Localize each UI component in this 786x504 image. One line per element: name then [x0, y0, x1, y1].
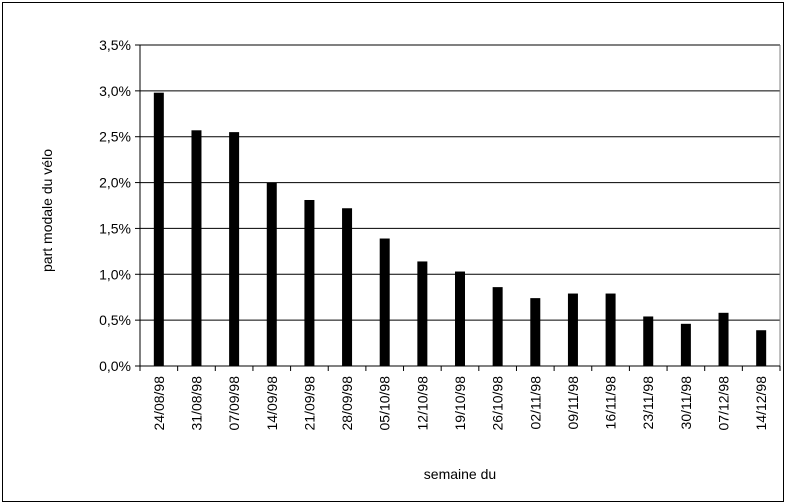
- bar-16/11/98: [605, 293, 616, 366]
- bar-14/09/98: [266, 182, 277, 366]
- y-tick-label: 2,5%: [99, 129, 131, 145]
- bar-14/12/98: [756, 330, 767, 366]
- y-tick-label: 0,0%: [99, 358, 131, 374]
- x-tick-label: 24/08/98: [151, 376, 167, 431]
- x-tick-label: 26/10/98: [490, 376, 506, 431]
- y-tick-label: 2,0%: [99, 175, 131, 191]
- x-axis-ticks: 24/08/98 31/08/98 07/09/98 14/09/98 21/09/98…: [139, 366, 781, 431]
- bar-05/10/98: [379, 238, 390, 366]
- bar-23/11/98: [643, 316, 654, 366]
- bar-12/10/98: [417, 261, 428, 366]
- x-tick-label: 05/10/98: [377, 376, 393, 431]
- bar-19/10/98: [455, 271, 465, 366]
- x-tick-label: 14/12/98: [753, 376, 769, 431]
- y-tick-label: 0,5%: [99, 312, 131, 328]
- y-tick-label: 1,0%: [99, 266, 131, 282]
- x-tick-label: 16/11/98: [603, 376, 619, 430]
- y-tick-label: 3,5%: [99, 37, 131, 53]
- y-tick-label: 3,0%: [99, 83, 131, 99]
- bar-28/09/98: [342, 208, 353, 366]
- x-tick-label: 31/08/98: [188, 376, 204, 431]
- y-tick-label: 1,5%: [99, 220, 131, 236]
- bars: [153, 92, 767, 366]
- bar-02/11/98: [530, 298, 541, 366]
- y-axis-label: part modale du vélo: [39, 149, 55, 272]
- x-tick-label: 14/09/98: [264, 376, 280, 431]
- bar-24/08/98: [153, 92, 164, 366]
- x-tick-label: 12/10/98: [414, 376, 430, 431]
- x-tick-label: 23/11/98: [640, 376, 656, 430]
- bar-30/11/98: [680, 323, 691, 366]
- x-tick-label: 02/11/98: [527, 376, 543, 430]
- x-tick-label: 30/11/98: [678, 376, 694, 430]
- bar-07/12/98: [718, 312, 729, 366]
- x-tick-label: 19/10/98: [452, 376, 468, 431]
- x-tick-label: 07/09/98: [226, 376, 242, 431]
- bar-26/10/98: [492, 287, 503, 366]
- x-tick-label: 09/11/98: [565, 376, 581, 430]
- bar-09/11/98: [567, 293, 578, 366]
- bar-31/08/98: [191, 130, 202, 366]
- x-tick-label: 21/09/98: [301, 376, 317, 431]
- x-axis-label: semaine du: [424, 466, 496, 482]
- x-tick-label: 28/09/98: [339, 376, 355, 431]
- y-axis-ticks: 0,0% 0,5% 1,0% 1,5% 2,0% 2,5% 3,0% 3,5%: [99, 37, 140, 374]
- x-tick-label: 07/12/98: [716, 376, 732, 431]
- bar-07/09/98: [229, 132, 240, 366]
- bar-21/09/98: [304, 199, 315, 366]
